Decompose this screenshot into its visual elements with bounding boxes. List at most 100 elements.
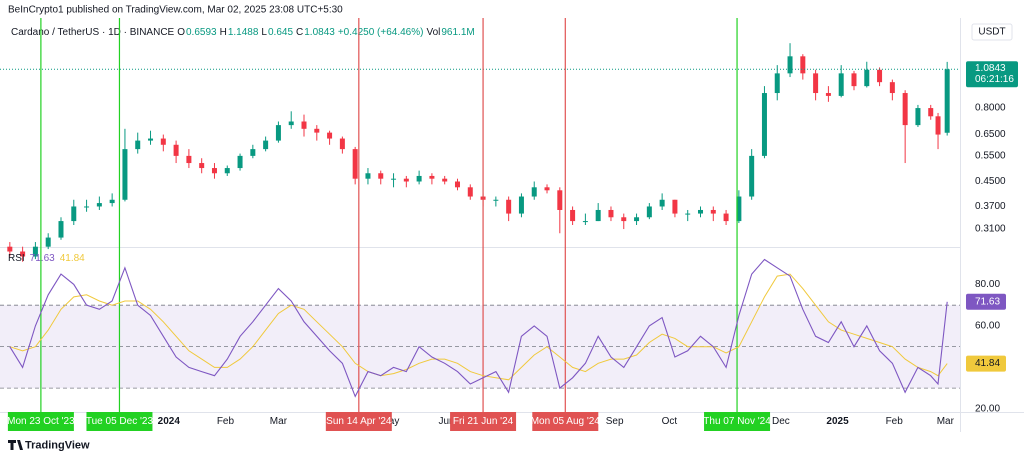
x-tick-label: Mar [270, 416, 288, 427]
rsi-legend-title: RSI [8, 253, 25, 264]
candle-body [84, 206, 90, 208]
rsi-pane [0, 304, 960, 389]
candle-body [672, 199, 678, 214]
event-label: Tue 05 Dec '23 [86, 416, 154, 427]
candle-body [71, 206, 77, 222]
rsi-value-box [966, 293, 1006, 310]
candle-body [224, 168, 230, 174]
candle-body [58, 221, 64, 238]
candle-body [877, 69, 883, 83]
candle-body [493, 199, 499, 201]
candle-body [275, 125, 281, 141]
rsi-legend-value: 41.84 [60, 253, 85, 264]
candle-body [250, 149, 256, 156]
event-label-box [450, 412, 517, 431]
logo-icon [8, 440, 23, 450]
candle-body [467, 187, 473, 197]
currency-box [971, 23, 1013, 41]
candle-body [557, 190, 563, 210]
candle-body [595, 209, 601, 222]
candle-body [928, 108, 934, 117]
candle-body [582, 221, 588, 223]
candle-body [429, 175, 435, 179]
candle-body [378, 173, 384, 179]
candle-body [531, 187, 537, 197]
candle-body [122, 149, 128, 200]
candle-body [544, 187, 550, 191]
candle-body [646, 206, 652, 218]
currency: USDT [978, 27, 1005, 38]
rsi-value-box [966, 355, 1006, 372]
y-tick-label: 0.8000 [975, 103, 1006, 114]
brand: TradingView [25, 439, 90, 451]
candle-body [710, 209, 716, 214]
y-tick-label: 0.4500 [975, 176, 1006, 187]
event-label: Fri 21 Jun '24 [453, 416, 514, 427]
countdown: 06:21:16 [975, 74, 1014, 85]
candle-body [915, 108, 921, 126]
y-tick-label: 0.6500 [975, 129, 1006, 140]
candle-body [301, 121, 307, 129]
candle-body [570, 209, 576, 222]
candle-body [314, 128, 320, 133]
candle-body [634, 217, 640, 222]
x-tick-label: Dec [772, 416, 790, 427]
candle-body [659, 199, 665, 207]
candle-body [237, 155, 243, 169]
x-tick-label: Jun [438, 416, 454, 427]
candle-body [749, 155, 755, 197]
price-label: 1.0843 [975, 63, 1006, 74]
candle-body [7, 246, 13, 252]
x-tick-label: Sep [606, 416, 624, 427]
candle-body [902, 93, 908, 126]
candle-body [96, 203, 102, 207]
x-tick-label: Feb [217, 416, 235, 427]
legend-key: Vol [426, 27, 440, 38]
candle-body [416, 175, 422, 182]
candle-body [723, 213, 729, 222]
legend-value: 0.6593 [186, 27, 217, 38]
legend-value: 1.0843 [304, 27, 335, 38]
rsi-line [9, 258, 948, 398]
legend: Cardano / TetherUS · 1D · BINANCE O0.6593… [11, 27, 475, 38]
candle-body [698, 209, 704, 214]
candle-body [32, 246, 38, 257]
candle-body [199, 163, 205, 169]
rsi-legend: RSI 71.63 41.84 [8, 253, 85, 264]
candle-body [45, 237, 51, 247]
candle-body [173, 144, 179, 156]
legend-key: C [296, 27, 303, 38]
candle-body [327, 132, 333, 139]
legend-value: 961.1M [441, 27, 474, 38]
event-label-box [532, 412, 599, 431]
publisher: BeInCrypto1 published on TradingView.com… [8, 5, 343, 16]
candle-body [621, 217, 627, 222]
candle-body [825, 93, 831, 96]
legend-value: 0.645 [268, 27, 293, 38]
candle-body [403, 178, 409, 182]
y-tick-label: 0.3100 [975, 224, 1006, 235]
candle-body [736, 196, 742, 222]
legend-key: H [220, 27, 227, 38]
y-tick-label: 20.00 [975, 404, 1000, 415]
event-label: Sun 14 Apr '24 [326, 416, 392, 427]
candle-body [186, 155, 192, 164]
candle-body [935, 116, 941, 135]
rsi-legend-value: 71.63 [30, 253, 55, 264]
y-tick-label: 80.00 [975, 279, 1000, 290]
candle-body [518, 196, 524, 214]
candle-body [608, 209, 614, 218]
event-label: Mon 05 Aug '24 [531, 416, 601, 427]
candle-body [211, 168, 217, 174]
candle-body [365, 173, 371, 179]
event-label: Mon 23 Oct '23 [7, 416, 75, 427]
event-label-box [704, 412, 771, 431]
candle-body [506, 199, 512, 214]
x-tick-label: 2025 [826, 416, 849, 427]
legend-change: +0.4250 (+64.46%) [338, 27, 424, 38]
candle-body [774, 73, 780, 94]
candle-body [263, 140, 269, 150]
price-label-box [966, 61, 1018, 88]
event-label-box [325, 412, 392, 431]
